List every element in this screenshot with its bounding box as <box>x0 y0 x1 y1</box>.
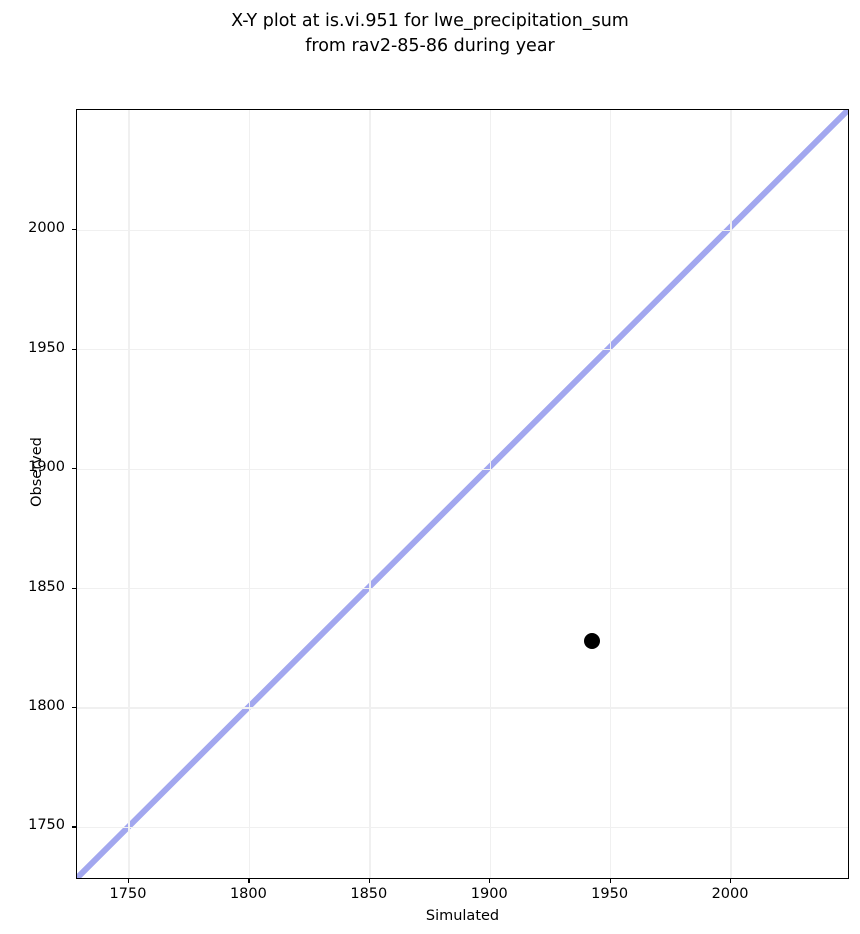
x-axis-tick-mark <box>489 879 491 883</box>
x-axis-tick-label: 1800 <box>229 886 267 902</box>
x-axis-tick-mark <box>368 879 370 883</box>
x-axis-tick-mark <box>609 879 611 883</box>
gridline-horizontal <box>77 587 848 590</box>
y-axis-tick-mark <box>72 468 76 470</box>
x-axis-tick-mark <box>248 879 250 883</box>
gridline-horizontal <box>77 349 848 351</box>
gridline-vertical <box>248 110 251 878</box>
y-axis-tick-label: 2000 <box>28 220 65 237</box>
one-to-one-line <box>77 110 848 878</box>
y-axis-tick-mark <box>72 348 76 350</box>
x-axis-tick-label: 1900 <box>470 886 508 902</box>
gridline-vertical <box>489 110 491 878</box>
y-axis-tick-mark <box>72 587 76 589</box>
gridline-horizontal <box>77 468 848 470</box>
gridline-vertical <box>128 110 130 878</box>
x-axis-tick-label: 1950 <box>591 886 629 902</box>
y-axis-tick-label: 1750 <box>28 817 65 834</box>
x-axis-tick-label: 1750 <box>109 886 147 902</box>
gridline-vertical <box>369 110 371 878</box>
y-axis-tick-mark <box>72 826 76 828</box>
x-axis-tick-mark <box>128 879 130 883</box>
x-axis-tick-label: 1850 <box>350 886 388 902</box>
y-axis-tick-label: 1950 <box>28 339 65 356</box>
plot-area[interactable] <box>76 109 849 879</box>
y-axis-tick-mark <box>72 229 76 231</box>
gridline-horizontal <box>77 826 848 829</box>
y-axis-tick-mark <box>72 707 76 709</box>
gridline-horizontal <box>77 229 848 232</box>
data-point-marker[interactable] <box>584 632 601 649</box>
gridline-vertical <box>609 110 612 878</box>
chart-title: X-Y plot at is.vi.951 for lwe_precipitat… <box>231 11 629 56</box>
gridline-vertical <box>730 110 732 878</box>
x-axis-tick-mark <box>730 879 732 883</box>
y-axis-tick-label: 1850 <box>28 578 65 595</box>
gridline-horizontal <box>77 707 848 709</box>
y-axis-tick-label: 1900 <box>28 459 65 476</box>
y-axis-tick-label: 1800 <box>28 698 65 715</box>
identity-line-stroke <box>77 110 848 878</box>
x-axis-label: Simulated <box>425 908 500 924</box>
x-axis-tick-label: 2000 <box>711 886 749 902</box>
